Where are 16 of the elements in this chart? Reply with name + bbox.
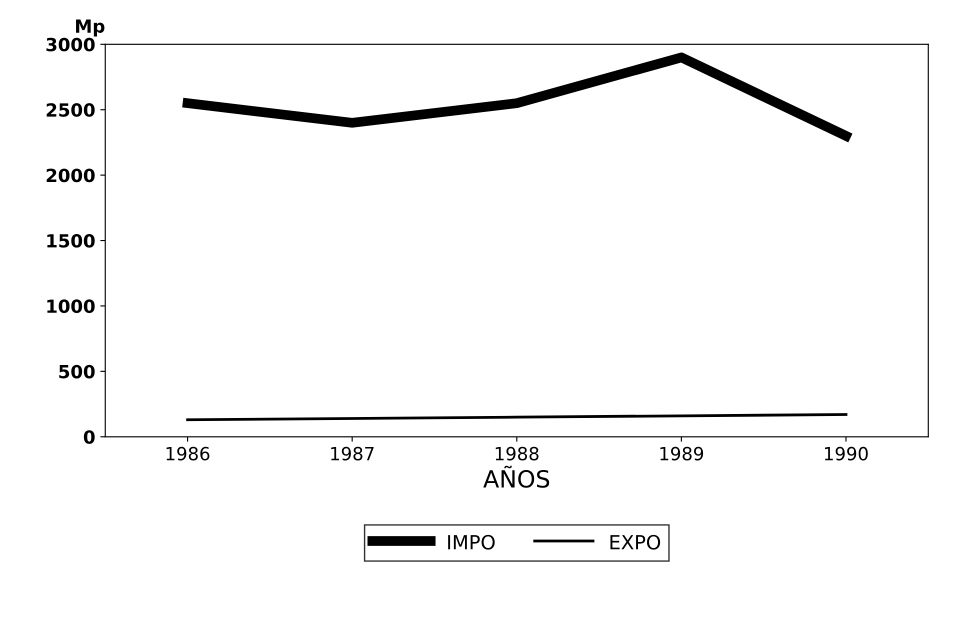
y-tick-label: 1000	[47, 299, 95, 314]
y-tick-label: 3000	[46, 38, 95, 52]
y-tick-label: 1500	[47, 234, 95, 248]
x-tick-label: 1987	[331, 446, 374, 460]
y-tick-label: 2000	[46, 168, 95, 182]
y-axis-title: Mp	[76, 20, 104, 36]
y-tick-label: 0	[84, 430, 95, 444]
x-tick-label: 1990	[824, 446, 868, 460]
y-tick-label: 2500	[46, 103, 95, 117]
x-tick-label: 1986	[166, 446, 210, 460]
legend-label: EXPO	[610, 534, 660, 550]
x-tick-label: 1988	[496, 446, 539, 460]
x-tick-label: 1989	[660, 446, 704, 460]
legend-label: IMPO	[448, 534, 495, 550]
y-tick-label: 500	[59, 364, 95, 378]
x-axis-title: AÑOS	[483, 466, 550, 488]
